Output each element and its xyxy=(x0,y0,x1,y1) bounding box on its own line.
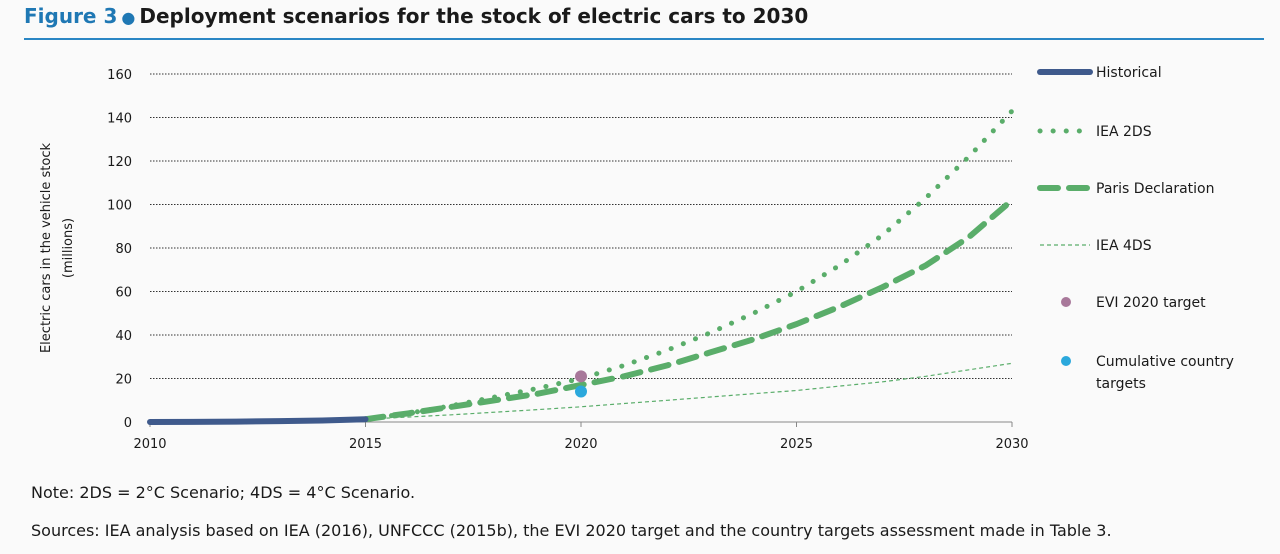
figure-title-text: Deployment scenarios for the stock of el… xyxy=(139,4,809,28)
x-tick-label: 2030 xyxy=(995,437,1028,452)
series-paris-declaration-line xyxy=(362,197,1015,423)
x-tick-label: 2025 xyxy=(780,437,813,452)
title-bullet-icon: ● xyxy=(121,8,136,27)
evi-2020-target-point xyxy=(575,370,587,383)
x-tick-label: 2015 xyxy=(349,437,382,452)
y-tick-label: 140 xyxy=(107,112,132,127)
y-tick-label: 40 xyxy=(115,329,132,344)
series-iea-2ds-line xyxy=(363,108,1015,422)
series-iea-4ds-line xyxy=(365,362,1013,420)
legend-historical-label: Historical xyxy=(1096,65,1162,81)
legend-cumulative-swatch xyxy=(1061,356,1071,366)
figure-title: Figure 3 ● Deployment scenarios for the st… xyxy=(24,4,808,28)
figure-sources: Sources: IEA analysis based on IEA (2016… xyxy=(31,521,1112,540)
legend-4ds-label: IEA 4DS xyxy=(1096,238,1152,254)
figure-number: Figure 3 xyxy=(24,4,118,28)
y-tick-label: 120 xyxy=(107,155,132,170)
y-axis-label-units: (millions) xyxy=(61,218,76,278)
y-tick-label: 60 xyxy=(115,286,132,301)
legend-cumulative-label: Cumulative country xyxy=(1096,354,1234,370)
y-tick-label: 20 xyxy=(115,373,132,388)
y-tick-label: 160 xyxy=(107,68,132,83)
x-tick-label: 2020 xyxy=(564,437,597,452)
cumulative-country-targets-point xyxy=(575,385,587,398)
legend-2ds-label: IEA 2DS xyxy=(1096,124,1152,140)
legend-evi-swatch xyxy=(1061,297,1071,307)
y-tick-label: 80 xyxy=(115,242,132,257)
legend-cumulative-label: targets xyxy=(1096,376,1146,392)
legend-evi-label: EVI 2020 target xyxy=(1096,295,1206,311)
y-tick-label: 100 xyxy=(107,199,132,214)
figure-note: Note: 2DS = 2°C Scenario; 4DS = 4°C Scen… xyxy=(31,483,416,502)
x-tick-label: 2010 xyxy=(133,437,166,452)
legend-paris-label: Paris Declaration xyxy=(1096,181,1215,197)
title-rule xyxy=(24,38,1264,40)
series-historical-line xyxy=(147,416,369,425)
y-tick-label: 0 xyxy=(124,416,132,431)
y-axis-label: Electric cars in the vehicle stock xyxy=(39,143,54,354)
